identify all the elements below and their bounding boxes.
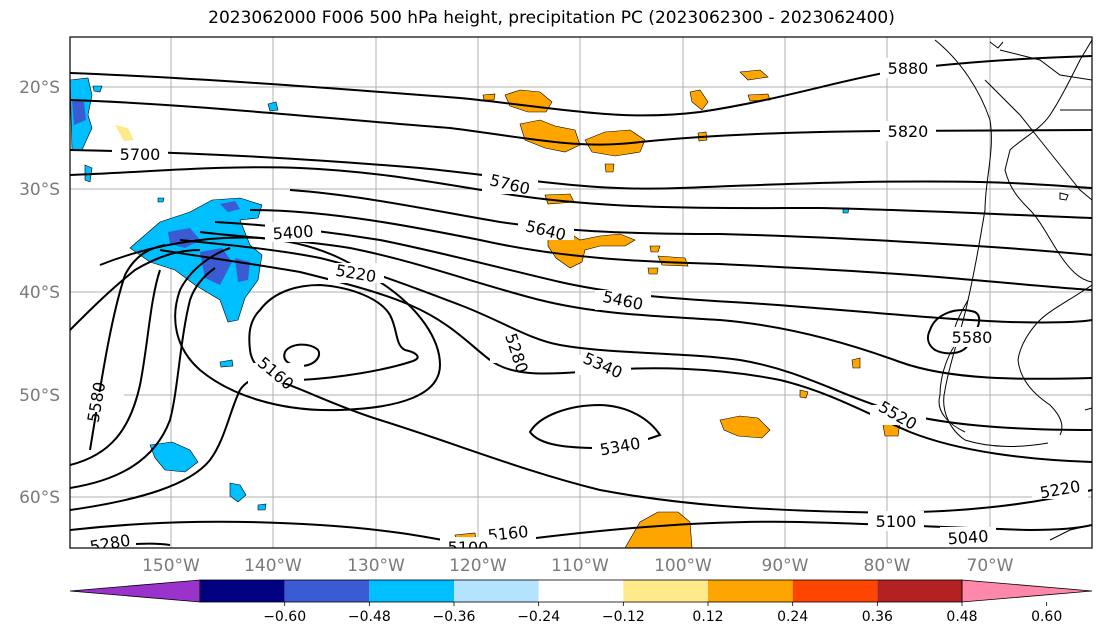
- map-title: 2023062000 F006 500 hPa height, precipit…: [208, 8, 895, 28]
- colorbar-segment: [792, 580, 878, 602]
- colorbar: −0.60 −0.48 −0.36 −0.24 −0.12 0.12 0.24 0.36 0.4…: [69, 579, 1093, 625]
- colorbar-tick-label: −0.60: [263, 609, 306, 625]
- contour-label: 5280: [88, 531, 131, 557]
- colorbar-segment: [369, 580, 454, 602]
- lon-label: 150°W: [142, 556, 200, 576]
- lon-label: 120°W: [449, 556, 507, 576]
- contour-label: 5880: [888, 59, 929, 78]
- colorbar-tick-label: 0.48: [946, 609, 977, 625]
- colorbar-tick-label: −0.48: [348, 609, 391, 625]
- lat-label: 60°S: [19, 488, 60, 508]
- colorbar-tick-label: 0.36: [862, 609, 893, 625]
- map-frame: [69, 36, 1093, 549]
- colorbar-segment: [623, 580, 708, 602]
- lon-label: 110°W: [551, 556, 609, 576]
- colorbar-outline: [199, 579, 963, 603]
- contour-label: 5160: [487, 522, 529, 545]
- contour-label: 5100: [448, 538, 489, 557]
- lat-label: 20°S: [19, 78, 60, 98]
- negative-precip-areas: [70, 77, 850, 511]
- lat-label: 50°S: [19, 386, 60, 406]
- colorbar-segment: [284, 580, 370, 602]
- contour-label: 5400: [272, 222, 314, 244]
- colorbar-tick-label: −0.36: [433, 609, 476, 625]
- contour-label: 5820: [888, 122, 929, 141]
- contour-label: 5100: [876, 512, 917, 531]
- colorbar-extend-min: [69, 579, 201, 603]
- lat-label: 30°S: [19, 180, 60, 200]
- contour-label: 5700: [120, 145, 161, 164]
- colorbar-tick-label: 0.60: [1031, 609, 1062, 625]
- contour-label: 5580: [952, 328, 993, 347]
- lon-label: 80°W: [864, 556, 911, 576]
- lat-label: 40°S: [19, 283, 60, 303]
- colorbar-segment: [708, 580, 793, 602]
- latitude-labels: 20°S 30°S 40°S 50°S 60°S: [19, 78, 60, 508]
- lon-label: 70°W: [967, 556, 1014, 576]
- longitude-labels: 150°W 140°W 130°W 120°W 110°W 100°W 90°W…: [142, 556, 1014, 576]
- colorbar-extend-max: [961, 579, 1093, 603]
- colorbar-segment: [454, 580, 539, 602]
- lon-label: 100°W: [654, 556, 712, 576]
- lon-label: 90°W: [762, 556, 809, 576]
- colorbar-tick-label: −0.24: [517, 609, 560, 625]
- colorbar-tick-label: −0.12: [602, 609, 645, 625]
- contour-label: 5040: [947, 527, 989, 549]
- lon-label: 130°W: [347, 556, 405, 576]
- colorbar-tick-label: 0.24: [777, 609, 808, 625]
- lon-label: 140°W: [244, 556, 302, 576]
- colorbar-segment: [538, 580, 624, 602]
- colorbar-segment: [200, 580, 285, 602]
- gridlines: [70, 37, 1092, 548]
- colorbar-tick-label: 0.12: [692, 609, 723, 625]
- colorbar-segment: [877, 580, 962, 602]
- coastlines: [934, 39, 1092, 541]
